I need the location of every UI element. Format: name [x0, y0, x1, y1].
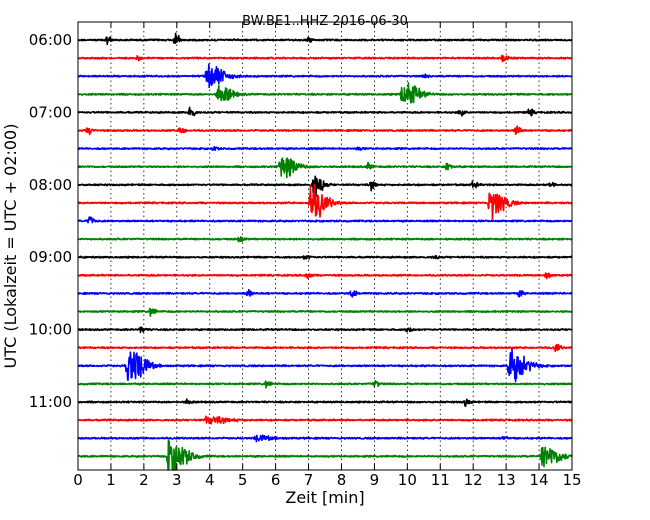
trace-08:15: [77, 183, 573, 220]
trace-06:45: [77, 82, 573, 104]
x-tick-label: 6: [271, 471, 281, 489]
trace-08:45: [77, 236, 573, 243]
x-axis-ticks: 0 1 2 3 4 5 6 7 8 9 10 11 12 13 14 15: [73, 22, 582, 489]
y-tick-label: 10:00: [29, 321, 72, 339]
trace-10:45: [77, 380, 573, 389]
y-tick-label: 07:00: [29, 103, 72, 121]
y-tick-label: 09:00: [29, 248, 72, 266]
trace-09:00: [77, 255, 573, 260]
trace-11:00: [77, 398, 573, 408]
trace-09:45: [77, 307, 573, 318]
x-tick-label: 0: [73, 471, 83, 489]
trace-11:15: [77, 415, 573, 425]
trace-07:45: [77, 157, 573, 179]
x-tick-label: 1: [106, 471, 116, 489]
y-axis-ticks: 06:00 07:00 08:00 09:00 10:00 11:00: [29, 31, 572, 411]
trace-10:15: [77, 343, 573, 353]
trace-08:30: [77, 216, 573, 224]
x-tick-label: 12: [464, 471, 483, 489]
trace-09:15: [77, 272, 573, 280]
x-tick-label: 2: [139, 471, 149, 489]
y-tick-label: 11:00: [29, 393, 72, 411]
x-tick-label: 14: [530, 471, 549, 489]
x-tick-label: 5: [238, 471, 248, 489]
trace-10:00: [77, 326, 573, 334]
x-tick-label: 15: [562, 471, 581, 489]
trace-08:00: [77, 175, 573, 197]
x-tick-label: 3: [172, 471, 182, 489]
trace-07:00: [77, 106, 573, 117]
x-tick-label: 10: [398, 471, 417, 489]
trace-lines: [77, 32, 573, 471]
plot-frame: [77, 21, 573, 471]
y-tick-label: 06:00: [29, 31, 72, 49]
trace-09:30: [77, 288, 573, 298]
x-axis-label: Zeit [min]: [285, 488, 364, 507]
x-tick-label: 11: [431, 471, 450, 489]
trace-06:30: [77, 63, 573, 89]
trace-11:30: [77, 434, 573, 443]
trace-07:30: [77, 145, 573, 152]
x-tick-label: 9: [370, 471, 380, 489]
x-tick-label: 7: [304, 471, 314, 489]
x-tick-label: 8: [337, 471, 347, 489]
trace-11:45: [77, 439, 573, 471]
y-tick-label: 08:00: [29, 176, 72, 194]
x-tick-label: 13: [497, 471, 516, 489]
y-axis-label: UTC (Lokalzeit = UTC + 02:00): [1, 124, 20, 369]
x-tick-label: 4: [205, 471, 215, 489]
trace-10:30: [77, 348, 573, 383]
trace-06:15: [77, 54, 573, 63]
trace-06:00: [77, 32, 573, 46]
trace-07:15: [77, 125, 573, 136]
